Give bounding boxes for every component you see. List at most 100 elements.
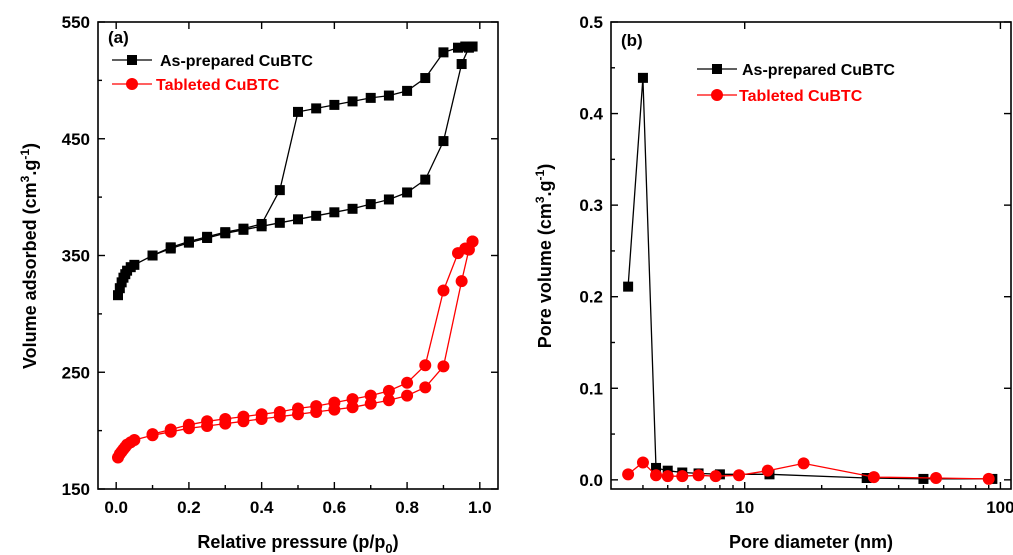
data-point xyxy=(676,470,689,483)
panel-label-b: (b) xyxy=(621,31,643,50)
y-axis-label-a: Volume adsorbed (cm3.g-1) xyxy=(18,143,40,369)
series-b xyxy=(622,72,998,485)
data-point xyxy=(292,402,304,415)
data-point xyxy=(651,462,662,473)
data-point xyxy=(661,470,674,483)
data-point xyxy=(183,236,194,247)
data-point xyxy=(364,389,377,402)
panel-label-a: (a) xyxy=(108,28,129,47)
data-point xyxy=(219,412,232,425)
data-point xyxy=(201,415,214,428)
y-tick-label-b: 0.4 xyxy=(579,105,603,124)
data-point xyxy=(274,185,285,196)
data-point xyxy=(452,247,464,260)
axes-a: 0.0 0.2 0.4 0.6 0.8 1.0 150 250 350 450 550 xyxy=(62,13,498,517)
data-point xyxy=(346,393,359,406)
data-point xyxy=(797,457,810,470)
legend-b-label-tableted: Tableted CuBTC xyxy=(739,88,863,105)
x-tick-label-a: 0.8 xyxy=(395,498,419,517)
y-tick-label-b: 0.0 xyxy=(579,471,603,490)
data-point xyxy=(365,199,376,210)
data-point xyxy=(182,418,195,431)
data-point xyxy=(419,381,432,394)
y-tick-label-b: 0.3 xyxy=(579,196,603,215)
data-point xyxy=(202,231,213,242)
y-tick-label-b: 0.5 xyxy=(579,13,603,32)
data-point xyxy=(347,96,358,107)
data-point xyxy=(419,359,432,372)
data-point xyxy=(709,470,722,483)
data-point xyxy=(328,396,341,409)
legend-b-entry-tableted: Tableted CuBTC xyxy=(697,88,863,105)
legend-b-entry-as-prepared: As-prepared CuBTC xyxy=(697,62,895,79)
x-tick-label-a: 1.0 xyxy=(468,498,492,517)
y-tick-label-a: 550 xyxy=(62,13,90,32)
data-point xyxy=(437,284,450,297)
data-point xyxy=(114,283,125,294)
data-point xyxy=(622,468,635,481)
data-point xyxy=(982,472,995,485)
legend-b-label-as-prepared: As-prepared CuBTC xyxy=(742,62,895,79)
data-point xyxy=(467,41,478,52)
data-point xyxy=(453,42,463,53)
x-tick-label-a: 0.2 xyxy=(177,498,201,517)
data-point xyxy=(365,92,376,103)
data-point xyxy=(146,428,159,441)
series-b-tableted xyxy=(622,456,995,485)
series-b-as-prepared xyxy=(623,72,998,484)
series-a xyxy=(112,41,479,464)
data-point xyxy=(401,389,414,402)
data-point xyxy=(383,194,394,205)
data-point xyxy=(293,106,303,117)
data-point xyxy=(255,408,268,421)
legend-a: As-prepared CuBTC Tableted CuBTC xyxy=(112,53,313,94)
axes-b: 10 100 0.0 0.1 0.2 0.3 0.4 0.5 xyxy=(579,13,1013,517)
x-tick-label-a: 0.4 xyxy=(250,498,274,517)
data-point xyxy=(237,410,250,423)
panel-b-pore-distribution: 10 100 0.0 0.1 0.2 0.3 0.4 0.5 (b) As-prepared … xyxy=(533,13,1013,552)
x-tick-label-b: 100 xyxy=(986,498,1013,517)
legend-a-entry-tableted: Tableted CuBTC xyxy=(112,77,280,94)
data-point xyxy=(456,59,467,70)
data-point xyxy=(220,227,231,238)
y-axis-label-b-sup1: 3 xyxy=(533,196,547,203)
data-point xyxy=(867,471,880,484)
data-point xyxy=(636,456,649,469)
data-point xyxy=(401,376,414,389)
data-point xyxy=(438,47,449,58)
series-a-as-prepared xyxy=(113,41,478,301)
data-point xyxy=(311,210,322,221)
data-point xyxy=(128,433,141,446)
legend-a-entry-as-prepared: As-prepared CuBTC xyxy=(112,53,313,70)
data-point xyxy=(310,400,323,413)
data-point xyxy=(420,174,431,185)
data-point xyxy=(420,73,431,84)
data-point xyxy=(256,218,267,229)
data-point xyxy=(460,41,471,52)
x-axis-label-b: Pore diameter (nm) xyxy=(729,532,893,552)
legend-b-marker-tableted xyxy=(711,89,723,101)
y-axis-label-b: Pore volume (cm3.g-1) xyxy=(533,164,555,348)
data-point xyxy=(293,214,303,225)
legend-a-label-tableted: Tableted CuBTC xyxy=(156,77,280,94)
data-point xyxy=(382,394,395,407)
data-point xyxy=(329,207,340,218)
series-a-tableted xyxy=(112,235,479,464)
data-point xyxy=(402,187,413,198)
data-point xyxy=(402,85,413,96)
data-point xyxy=(918,473,929,484)
x-tick-label-a: 0.0 xyxy=(104,498,128,517)
data-point xyxy=(733,469,746,482)
legend-a-marker-as-prepared xyxy=(127,55,137,65)
y-axis-label-a-end: ) xyxy=(20,143,40,149)
x-tick-label-b: 10 xyxy=(735,498,754,517)
panel-a-isotherm: 0.0 0.2 0.4 0.6 0.8 1.0 150 250 350 450 550 (a) As… xyxy=(18,13,499,555)
x-axis-label-a: Relative pressure (p/p0) xyxy=(197,532,398,555)
x-axis-label-a-main: Relative pressure (p/p xyxy=(197,532,385,552)
data-point xyxy=(692,469,705,482)
y-axis-label-b-mid: .g xyxy=(535,180,555,196)
legend-a-label-as-prepared: As-prepared CuBTC xyxy=(160,53,313,70)
data-point xyxy=(311,103,322,114)
legend-b: As-prepared CuBTC Tableted CuBTC xyxy=(697,62,895,105)
